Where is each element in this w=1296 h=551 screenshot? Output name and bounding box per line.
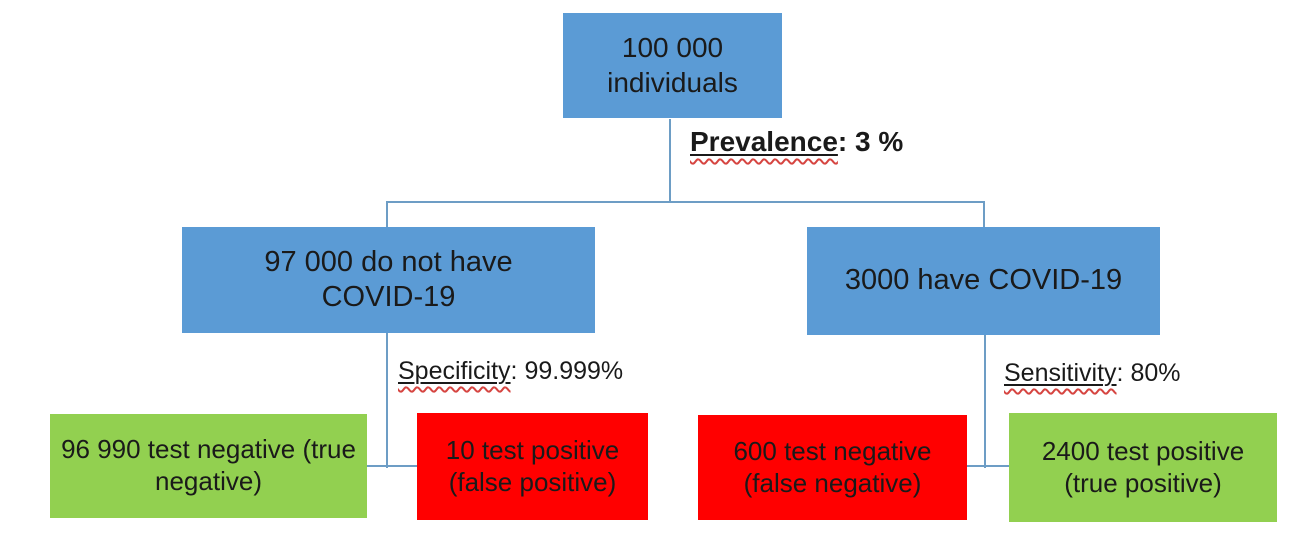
specificity-label: Specificity: 99.999%	[398, 357, 623, 386]
connector-branch-horizontal	[386, 201, 985, 203]
sensitivity-word: Sensitivity	[1004, 359, 1117, 387]
node-false-positive: 10 test positive (false positive)	[417, 413, 648, 520]
node-have-covid: 3000 have COVID-19	[807, 227, 1160, 335]
prevalence-label: Prevalence: 3 %	[690, 126, 903, 158]
node-population-label: 100 000 individuals	[607, 32, 738, 98]
sensitivity-value: : 80%	[1116, 359, 1181, 387]
node-false-negative-label: 600 test negative (false negative)	[733, 435, 932, 498]
specificity-word-wrap: Specificity	[398, 357, 511, 385]
node-true-positive-label: 2400 test positive (true positive)	[1041, 435, 1245, 498]
node-no-covid: 97 000 do not have COVID-19	[182, 227, 595, 333]
connector-population-down	[669, 119, 671, 203]
node-population: 100 000 individuals	[563, 13, 782, 118]
connector-left-results-bar	[367, 465, 417, 467]
connector-have-covid-down	[984, 335, 986, 468]
prevalence-word-wrap: Prevalence	[690, 126, 838, 157]
node-no-covid-label: 97 000 do not have COVID-19	[264, 245, 513, 313]
prevalence-value: : 3 %	[837, 126, 904, 157]
sensitivity-label: Sensitivity: 80%	[1004, 359, 1180, 388]
specificity-word: Specificity	[398, 357, 511, 385]
prevalence-word: Prevalence	[690, 126, 838, 157]
specificity-value: : 99.999%	[510, 357, 624, 385]
connector-no-covid-down	[386, 333, 388, 468]
sensitivity-word-wrap: Sensitivity	[1004, 359, 1117, 387]
node-true-negative: 96 990 test negative (true negative)	[50, 414, 367, 518]
node-have-covid-label: 3000 have COVID-19	[844, 264, 1123, 297]
node-false-positive-label: 10 test positive (false positive)	[445, 434, 620, 497]
node-true-positive: 2400 test positive (true positive)	[1009, 413, 1277, 522]
connector-left-branch-stub	[386, 201, 388, 228]
node-false-negative: 600 test negative (false negative)	[698, 415, 967, 520]
connector-right-branch-stub	[983, 201, 985, 228]
node-true-negative-label: 96 990 test negative (true negative)	[61, 434, 356, 496]
connector-right-results-bar	[967, 465, 1009, 467]
